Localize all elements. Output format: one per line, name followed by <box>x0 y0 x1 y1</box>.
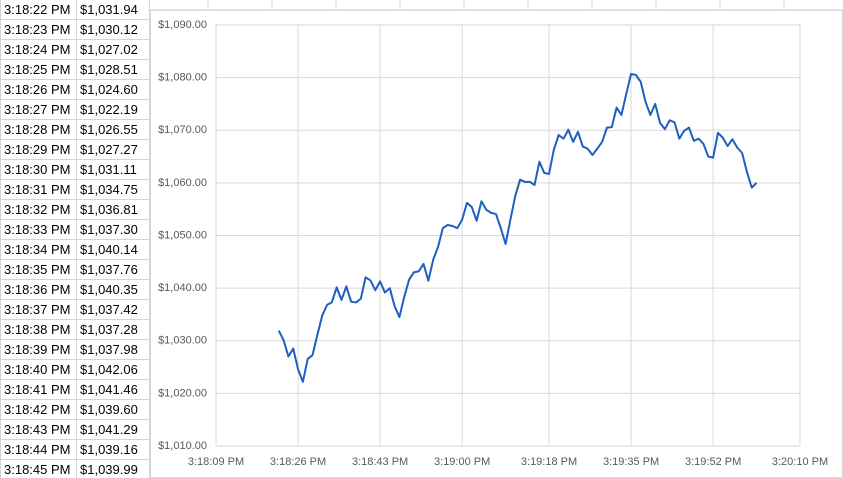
time-cell[interactable]: 3:18:44 PM <box>0 439 77 460</box>
price-cell[interactable]: $1,037.30 <box>76 219 150 240</box>
time-cell[interactable]: 3:18:25 PM <box>0 59 77 80</box>
price-cell[interactable]: $1,028.51 <box>76 59 150 80</box>
price-cell[interactable]: $1,034.75 <box>76 179 150 200</box>
price-cell[interactable]: $1,027.02 <box>76 39 150 60</box>
price-cell[interactable]: $1,039.16 <box>76 439 150 460</box>
table-row: 3:18:44 PM $1,039.16 <box>0 439 150 460</box>
time-cell[interactable]: 3:18:38 PM <box>0 319 77 340</box>
table-row: 3:18:34 PM $1,040.14 <box>0 239 150 260</box>
price-line <box>277 72 758 383</box>
table-row: 3:18:40 PM $1,042.06 <box>0 359 150 380</box>
y-tick-label: $1,040.00 <box>158 282 207 294</box>
y-tick-label: $1,030.00 <box>158 335 207 347</box>
table-row: 3:18:25 PM $1,028.51 <box>0 59 150 80</box>
price-cell[interactable]: $1,031.94 <box>76 0 150 20</box>
y-tick-label: $1,090.00 <box>158 19 207 31</box>
x-tick-label: 3:19:18 PM <box>521 456 577 468</box>
price-cell[interactable]: $1,041.46 <box>76 379 150 400</box>
time-cell[interactable]: 3:18:28 PM <box>0 119 77 140</box>
time-cell[interactable]: 3:18:32 PM <box>0 199 77 220</box>
table-row: 3:18:33 PM $1,037.30 <box>0 219 150 240</box>
table-row: 3:18:24 PM $1,027.02 <box>0 39 150 60</box>
time-cell[interactable]: 3:18:35 PM <box>0 259 77 280</box>
time-cell[interactable]: 3:18:31 PM <box>0 179 77 200</box>
table-row: 3:18:38 PM $1,037.28 <box>0 319 150 340</box>
table-row: 3:18:41 PM $1,041.46 <box>0 379 150 400</box>
time-cell[interactable]: 3:18:42 PM <box>0 399 77 420</box>
table-row: 3:18:42 PM $1,039.60 <box>0 399 150 420</box>
price-cell[interactable]: $1,039.99 <box>76 459 150 478</box>
table-row: 3:18:28 PM $1,026.55 <box>0 119 150 140</box>
time-cell[interactable]: 3:18:45 PM <box>0 459 77 478</box>
x-tick-label: 3:20:10 PM <box>772 456 828 468</box>
chart: $1,010.00 $1,020.00 $1,030.00 $1,040.00 $1,0… <box>150 10 843 478</box>
time-cell[interactable]: 3:18:40 PM <box>0 359 77 380</box>
table-row: 3:18:31 PM $1,034.75 <box>0 179 150 200</box>
time-cell[interactable]: 3:18:41 PM <box>0 379 77 400</box>
x-tick-label: 3:18:43 PM <box>352 456 408 468</box>
price-cell[interactable]: $1,022.19 <box>76 99 150 120</box>
time-cell[interactable]: 3:18:36 PM <box>0 279 77 300</box>
y-tick-label: $1,060.00 <box>158 177 207 189</box>
table-row: 3:18:35 PM $1,037.76 <box>0 259 150 280</box>
table-row: 3:18:29 PM $1,027.27 <box>0 139 150 160</box>
time-cell[interactable]: 3:18:33 PM <box>0 219 77 240</box>
price-cell[interactable]: $1,040.14 <box>76 239 150 260</box>
table-row: 3:18:32 PM $1,036.81 <box>0 199 150 220</box>
table-row: 3:18:45 PM $1,039.99 <box>0 459 150 478</box>
time-cell[interactable]: 3:18:29 PM <box>0 139 77 160</box>
x-tick-label: 3:18:26 PM <box>270 456 326 468</box>
time-cell[interactable]: 3:18:43 PM <box>0 419 77 440</box>
price-cell[interactable]: $1,037.28 <box>76 319 150 340</box>
x-tick-label: 3:19:00 PM <box>434 456 490 468</box>
table-row: 3:18:22 PM $1,031.94 <box>0 0 150 20</box>
time-cell[interactable]: 3:18:24 PM <box>0 39 77 60</box>
data-table: 3:18:22 PM $1,031.94 3:18:23 PM $1,030.12 3:… <box>0 0 150 478</box>
price-cell[interactable]: $1,036.81 <box>76 199 150 220</box>
time-cell[interactable]: 3:18:37 PM <box>0 299 77 320</box>
price-cell[interactable]: $1,041.29 <box>76 419 150 440</box>
table-row: 3:18:27 PM $1,022.19 <box>0 99 150 120</box>
table-row: 3:18:23 PM $1,030.12 <box>0 19 150 40</box>
table-row: 3:18:36 PM $1,040.35 <box>0 279 150 300</box>
x-tick-label: 3:19:35 PM <box>603 456 659 468</box>
price-cell[interactable]: $1,031.11 <box>76 159 150 180</box>
time-cell[interactable]: 3:18:39 PM <box>0 339 77 360</box>
time-cell[interactable]: 3:18:23 PM <box>0 19 77 40</box>
time-cell[interactable]: 3:18:34 PM <box>0 239 77 260</box>
price-cell[interactable]: $1,042.06 <box>76 359 150 380</box>
y-tick-label: $1,020.00 <box>158 387 207 399</box>
chart-area <box>150 10 843 478</box>
price-cell[interactable]: $1,026.55 <box>76 119 150 140</box>
table-row: 3:18:37 PM $1,037.42 <box>0 299 150 320</box>
y-tick-label: $1,080.00 <box>158 72 207 84</box>
x-tick-label: 3:19:52 PM <box>685 456 741 468</box>
table-row: 3:18:39 PM $1,037.98 <box>0 339 150 360</box>
y-tick-label: $1,070.00 <box>158 124 207 136</box>
time-cell[interactable]: 3:18:27 PM <box>0 99 77 120</box>
price-cell[interactable]: $1,037.42 <box>76 299 150 320</box>
time-cell[interactable]: 3:18:30 PM <box>0 159 77 180</box>
x-tick-label: 3:18:09 PM <box>188 456 244 468</box>
y-tick-label: $1,050.00 <box>158 229 207 241</box>
table-row: 3:18:30 PM $1,031.11 <box>0 159 150 180</box>
price-cell[interactable]: $1,027.27 <box>76 139 150 160</box>
time-cell[interactable]: 3:18:26 PM <box>0 79 77 100</box>
table-row: 3:18:43 PM $1,041.29 <box>0 419 150 440</box>
price-cell[interactable]: $1,040.35 <box>76 279 150 300</box>
price-cell[interactable]: $1,037.76 <box>76 259 150 280</box>
price-cell[interactable]: $1,039.60 <box>76 399 150 420</box>
y-tick-label: $1,010.00 <box>158 440 207 452</box>
price-cell[interactable]: $1,024.60 <box>76 79 150 100</box>
price-cell[interactable]: $1,030.12 <box>76 19 150 40</box>
table-row: 3:18:26 PM $1,024.60 <box>0 79 150 100</box>
time-cell[interactable]: 3:18:22 PM <box>0 0 77 20</box>
price-cell[interactable]: $1,037.98 <box>76 339 150 360</box>
